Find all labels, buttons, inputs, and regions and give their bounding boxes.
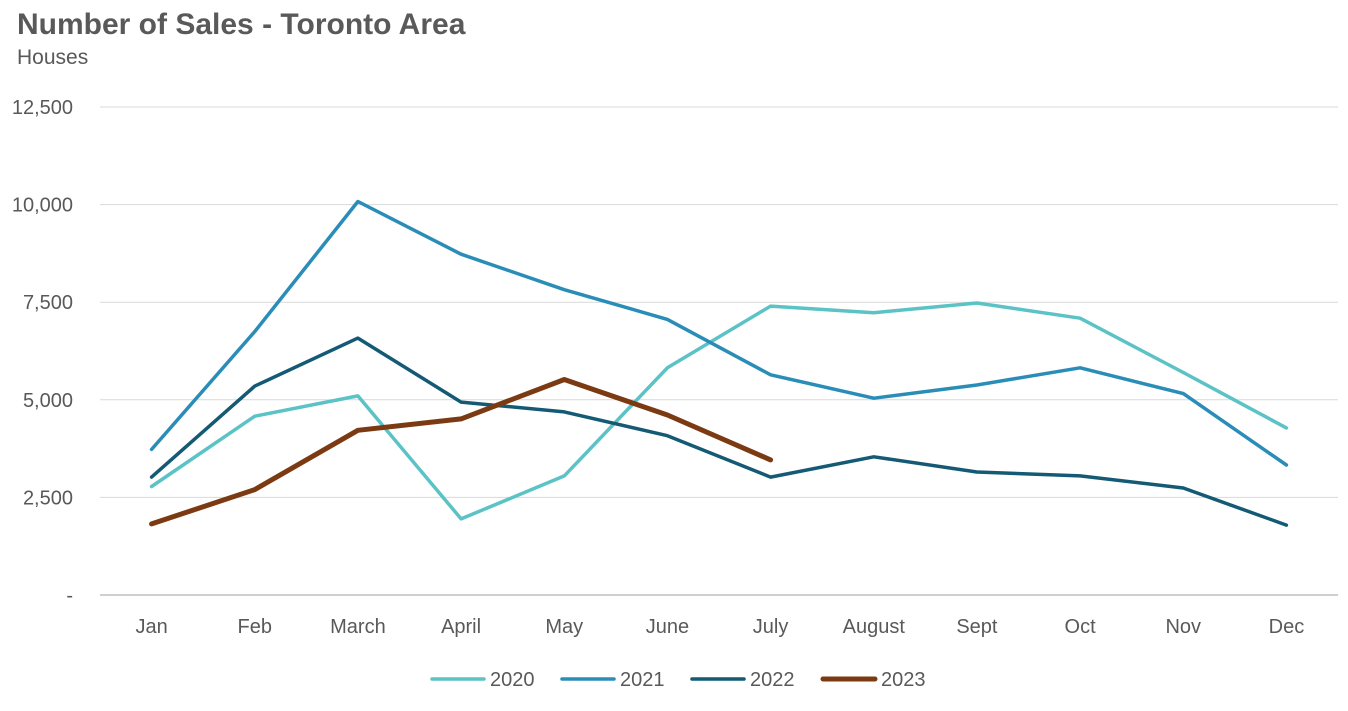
legend-label-2022: 2022 (750, 669, 795, 691)
chart-title: Number of Sales - Toronto Area (17, 8, 466, 41)
x-tick-label: Feb (238, 616, 272, 638)
chart-subtitle: Houses (17, 46, 89, 69)
legend: 2020 2021 2022 2023 (430, 669, 926, 691)
x-tick-label: August (843, 616, 906, 638)
series-line-2023 (149, 377, 774, 527)
y-tick-label: 7,500 (23, 292, 73, 314)
x-tick-label: July (753, 616, 789, 638)
x-tick-label: Sept (956, 616, 998, 638)
y-tick-label: - (66, 585, 73, 607)
legend-label-2020: 2020 (490, 669, 535, 691)
y-tick-label: 2,500 (23, 487, 73, 509)
x-tick-label: Dec (1269, 616, 1305, 638)
gridlines (100, 106, 1338, 596)
series-lines (149, 199, 1289, 527)
y-axis: - 2,500 5,000 7,500 10,000 12,500 (12, 97, 73, 607)
x-tick-label: March (330, 616, 386, 638)
legend-label-2021: 2021 (620, 669, 665, 691)
series-line-2022 (149, 336, 1289, 527)
y-tick-label: 12,500 (12, 97, 73, 119)
x-tick-label: June (646, 616, 689, 638)
x-tick-label: Nov (1165, 616, 1201, 638)
x-axis: Jan Feb March April May June July August Sept Oct… (135, 616, 1304, 638)
y-tick-label: 5,000 (23, 390, 73, 412)
x-tick-label: April (441, 616, 481, 638)
x-tick-label: Oct (1065, 616, 1097, 638)
series-line-2021 (149, 199, 1289, 467)
legend-label-2023: 2023 (881, 669, 926, 691)
x-tick-label: Jan (135, 616, 167, 638)
y-tick-label: 10,000 (12, 195, 73, 217)
x-tick-label: May (545, 616, 583, 638)
series-line-2020 (149, 301, 1289, 521)
